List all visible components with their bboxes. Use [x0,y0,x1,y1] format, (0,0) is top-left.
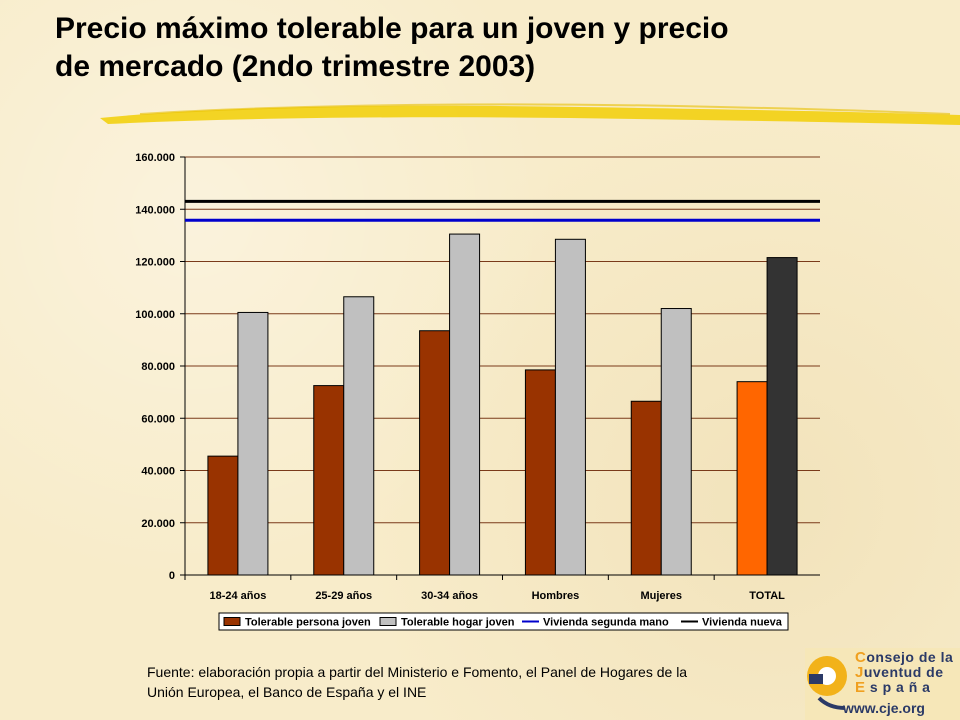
x-tick-label: 18-24 años [209,590,266,602]
logo-line1: Consejo de la [855,649,960,666]
bar-tolerable-persona [207,455,239,576]
y-tick-label: 60.000 [141,413,175,425]
logo-line2-cap: J [855,664,864,681]
x-tick-label: Hombres [532,590,580,602]
y-tick-label: 120.000 [135,257,175,269]
slide-title-line2: de mercado (2ndo trimestre 2003) [55,50,536,83]
bar-tolerable-persona [630,400,662,576]
x-tick-label: 30-34 años [421,590,478,602]
slide-title: Precio máximo tolerable para un joven y … [55,10,935,86]
legend-label: Vivienda segunda mano [543,617,669,629]
logo-line1-cap: C [855,649,867,666]
bar-tolerable-hogar [766,257,798,576]
cje-logo-emblem [805,648,960,720]
cje-logo-text: Consejo de la Juventud de E s p a ñ a [855,649,960,696]
y-tick-label: 160.000 [135,152,175,164]
legend-swatch [379,617,397,626]
logo-line3-cap: E [855,679,866,696]
bar-tolerable-hogar [660,308,692,576]
title-underline-brushstroke [100,103,960,125]
y-tick-label: 140.000 [135,204,175,216]
bar-tolerable-persona [736,381,768,576]
y-tick-label: 100.000 [135,309,175,321]
bar-tolerable-persona [419,330,451,576]
logo-line2-rest: uventud de [863,664,944,680]
logo-line2: Juventud de [855,664,960,681]
legend-label: Tolerable hogar joven [401,617,515,629]
bar-tolerable-hogar [343,296,375,576]
logo-line3-rest: s p a ñ a [865,679,931,695]
y-tick-label: 80.000 [141,361,175,373]
source-line1: Fuente: elaboración propia a partir del … [147,664,688,680]
bar-tolerable-hogar [554,238,586,576]
x-tick-label: TOTAL [749,590,785,602]
bar-tolerable-persona [313,385,345,576]
y-tick-label: 20.000 [141,518,175,530]
legend-box [218,612,789,631]
y-tick-label: 0 [169,570,175,582]
source-line2: Unión Europea, el Banco de España y el I… [147,684,427,700]
legend-label: Tolerable persona joven [245,617,371,629]
bar-tolerable-hogar [449,233,481,576]
x-tick-label: Mujeres [640,590,682,602]
logo-url[interactable]: www.cje.org [843,700,925,716]
legend-label: Vivienda nueva [702,617,783,629]
bar-tolerable-hogar [237,311,269,576]
legend-swatch [223,617,241,626]
y-tick-label: 40.000 [141,466,175,478]
x-tick-label: 25-29 años [315,590,372,602]
slide-title-line1: Precio máximo tolerable para un joven y … [55,12,729,45]
logo-line1-rest: onsejo de la [866,649,954,665]
bar-tolerable-persona [524,369,556,576]
source-note: Fuente: elaboración propia a partir del … [147,662,787,702]
logo-line3: E s p a ñ a [855,679,960,696]
